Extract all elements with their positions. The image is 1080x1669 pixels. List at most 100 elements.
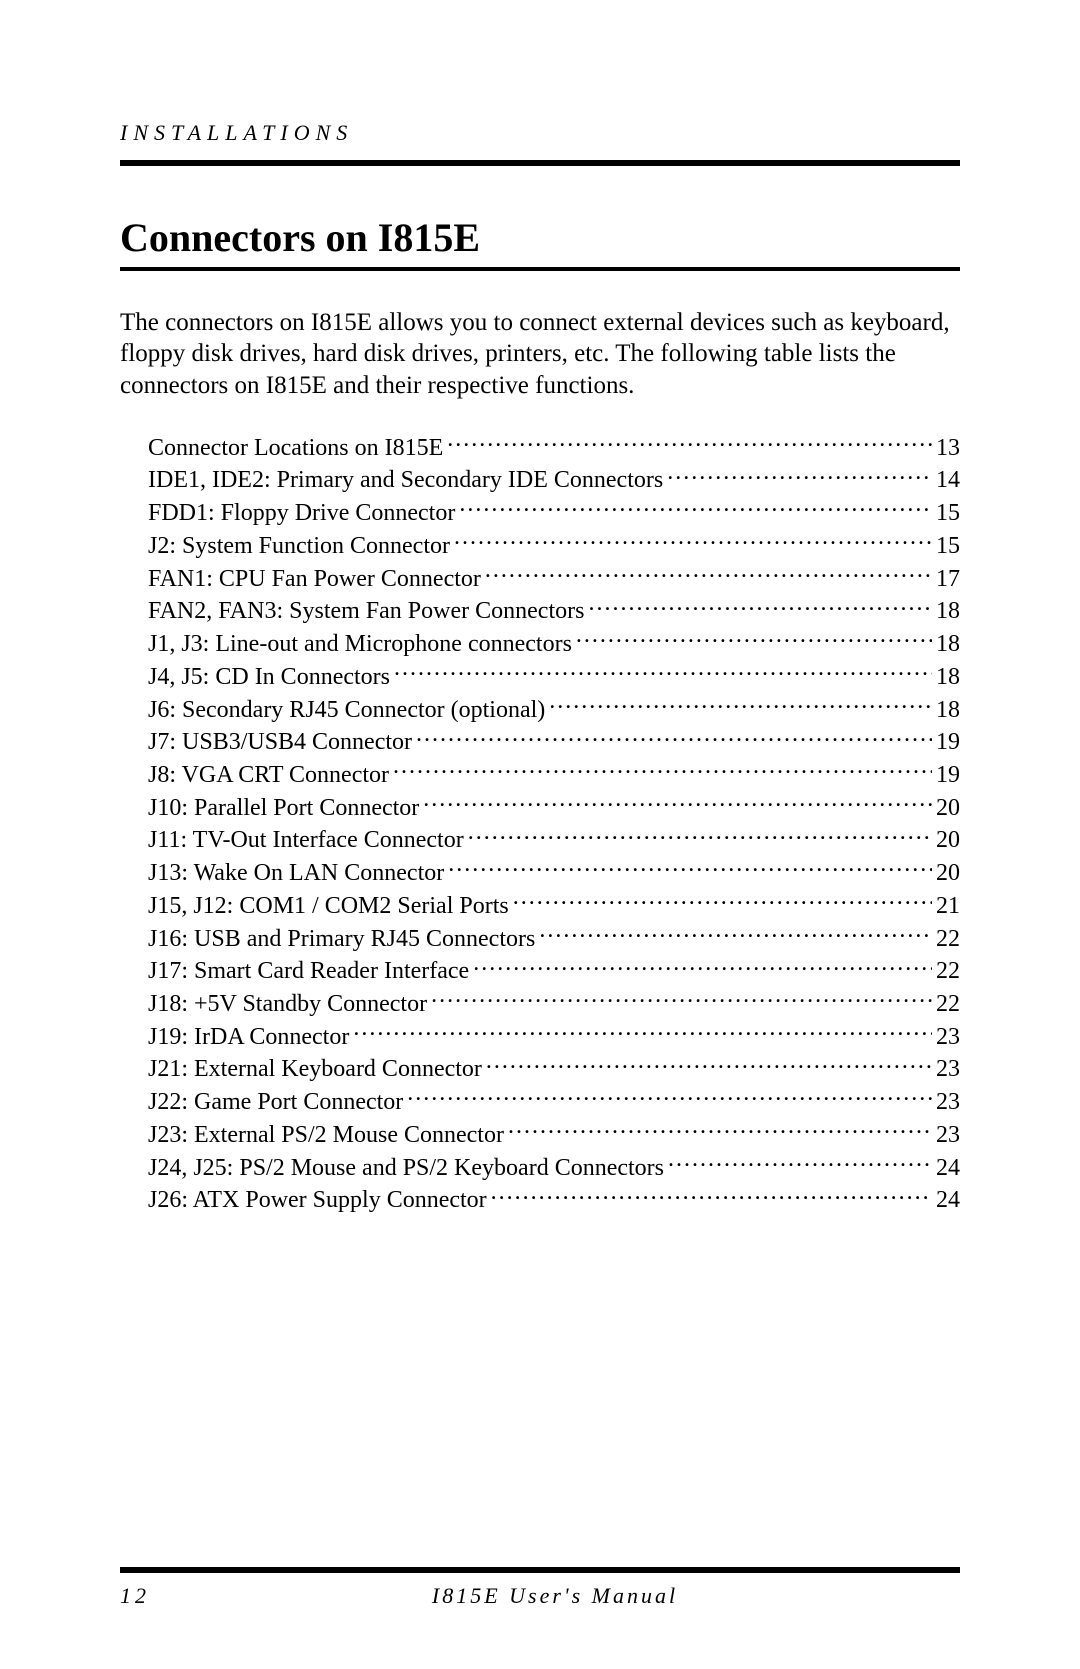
toc-leader-dots: [454, 529, 932, 553]
toc-entry: J21: External Keyboard Connector 23: [148, 1052, 960, 1085]
footer-rule: [120, 1567, 960, 1573]
toc-leader-dots: [491, 1183, 932, 1207]
toc-entry-label: FAN1: CPU Fan Power Connector: [148, 564, 481, 595]
manual-page: INSTALLATIONS Connectors on I815E The co…: [0, 0, 1080, 1669]
toc-entry-page: 18: [936, 629, 960, 660]
toc-entry-page: 23: [936, 1120, 960, 1151]
toc-entry-page: 15: [936, 498, 960, 529]
toc-entry-page: 17: [936, 564, 960, 595]
toc-entry-page: 23: [936, 1022, 960, 1053]
toc-leader-dots: [459, 496, 932, 520]
toc-entry-page: 14: [936, 465, 960, 496]
toc-entry-page: 22: [936, 956, 960, 987]
toc-entry-label: J18: +5V Standby Connector: [148, 989, 427, 1020]
toc-entry-page: 18: [936, 596, 960, 627]
spacer: [120, 1216, 960, 1567]
toc-entry: FDD1: Floppy Drive Connector 15: [148, 496, 960, 529]
toc-entry: J7: USB3/USB4 Connector 19: [148, 725, 960, 758]
toc-entry: J13: Wake On LAN Connector 20: [148, 856, 960, 889]
toc-entry: IDE1, IDE2: Primary and Secondary IDE Co…: [148, 463, 960, 496]
toc-leader-dots: [431, 987, 932, 1011]
toc-leader-dots: [448, 856, 932, 880]
toc-leader-dots: [486, 1052, 932, 1076]
intro-paragraph: The connectors on I815E allows you to co…: [120, 307, 960, 401]
footer-page-number: 12: [120, 1583, 150, 1609]
toc-leader-dots: [473, 954, 932, 978]
toc-entry: J19: IrDA Connector 23: [148, 1020, 960, 1053]
toc-entry-label: J1, J3: Line-out and Microphone connecto…: [148, 629, 572, 660]
toc-leader-dots: [668, 1151, 932, 1175]
toc-leader-dots: [407, 1085, 932, 1109]
toc-entry-page: 13: [936, 433, 960, 464]
toc-entry: FAN1: CPU Fan Power Connector 17: [148, 562, 960, 595]
toc-leader-dots: [549, 693, 932, 717]
toc-entry: J15, J12: COM1 / COM2 Serial Ports21: [148, 889, 960, 922]
toc-entry: J8: VGA CRT Connector 19: [148, 758, 960, 791]
toc-leader-dots: [423, 791, 932, 815]
toc-entry: J18: +5V Standby Connector 22: [148, 987, 960, 1020]
toc-entry: J10: Parallel Port Connector 20: [148, 791, 960, 824]
toc-entry-label: J8: VGA CRT Connector: [148, 760, 389, 791]
toc-entry-label: J6: Secondary RJ45 Connector (optional): [148, 695, 545, 726]
toc-entry: J2: System Function Connector 15: [148, 529, 960, 562]
toc-entry-label: J2: System Function Connector: [148, 531, 450, 562]
toc-entry-page: 19: [936, 760, 960, 791]
toc-leader-dots: [353, 1020, 932, 1044]
toc-leader-dots: [447, 431, 932, 455]
toc-entry-label: J15, J12: COM1 / COM2 Serial Ports: [148, 891, 509, 922]
toc-entry: Connector Locations on I815E 13: [148, 431, 960, 464]
toc-leader-dots: [539, 922, 932, 946]
toc-entry-page: 23: [936, 1087, 960, 1118]
toc-entry-page: 15: [936, 531, 960, 562]
toc-entry-label: J23: External PS/2 Mouse Connector: [148, 1120, 504, 1151]
toc-entry-label: J22: Game Port Connector: [148, 1087, 403, 1118]
toc-entry-label: Connector Locations on I815E: [148, 433, 443, 464]
section-title: Connectors on I815E: [120, 214, 960, 271]
running-head: INSTALLATIONS: [120, 120, 960, 166]
page-footer: 12 I815E User's Manual: [120, 1583, 960, 1609]
toc-entry: J1, J3: Line-out and Microphone connecto…: [148, 627, 960, 660]
toc-entry-label: J17: Smart Card Reader Interface: [148, 956, 469, 987]
toc-entry: J4, J5: CD In Connectors 18: [148, 660, 960, 693]
toc-entry-label: J13: Wake On LAN Connector: [148, 858, 444, 889]
toc-entry: J11: TV-Out Interface Connector20: [148, 823, 960, 856]
toc-leader-dots: [394, 660, 932, 684]
toc-entry: J22: Game Port Connector 23: [148, 1085, 960, 1118]
toc-leader-dots: [667, 463, 932, 487]
toc-entry: J23: External PS/2 Mouse Connector 23: [148, 1118, 960, 1151]
table-of-contents: Connector Locations on I815E 13 IDE1, IDE2…: [120, 431, 960, 1216]
toc-entry-page: 22: [936, 989, 960, 1020]
toc-leader-dots: [468, 823, 932, 847]
toc-entry: J26: ATX Power Supply Connector 24: [148, 1183, 960, 1216]
toc-entry-label: J4, J5: CD In Connectors: [148, 662, 390, 693]
toc-entry-page: 18: [936, 662, 960, 693]
toc-entry-page: 20: [936, 825, 960, 856]
toc-entry-page: 19: [936, 727, 960, 758]
toc-entry-page: 18: [936, 695, 960, 726]
toc-entry-label: FDD1: Floppy Drive Connector: [148, 498, 455, 529]
toc-leader-dots: [393, 758, 932, 782]
toc-leader-dots: [588, 594, 932, 618]
toc-entry: FAN2, FAN3: System Fan Power Connectors1…: [148, 594, 960, 627]
toc-entry: J6: Secondary RJ45 Connector (optional) 1…: [148, 693, 960, 726]
toc-entry-page: 20: [936, 793, 960, 824]
toc-entry-page: 24: [936, 1185, 960, 1216]
toc-leader-dots: [508, 1118, 932, 1142]
toc-entry-label: J19: IrDA Connector: [148, 1022, 349, 1053]
toc-leader-dots: [485, 562, 932, 586]
toc-entry-label: J24, J25: PS/2 Mouse and PS/2 Keyboard C…: [148, 1153, 664, 1184]
toc-entry: J17: Smart Card Reader Interface 22: [148, 954, 960, 987]
toc-leader-dots: [513, 889, 932, 913]
toc-entry-label: IDE1, IDE2: Primary and Secondary IDE Co…: [148, 465, 663, 496]
toc-entry-label: J7: USB3/USB4 Connector: [148, 727, 412, 758]
toc-leader-dots: [416, 725, 932, 749]
toc-entry-label: J10: Parallel Port Connector: [148, 793, 419, 824]
toc-entry-label: J26: ATX Power Supply Connector: [148, 1185, 487, 1216]
toc-entry-label: J21: External Keyboard Connector: [148, 1054, 482, 1085]
toc-entry: J16: USB and Primary RJ45 Connectors22: [148, 922, 960, 955]
toc-entry-page: 23: [936, 1054, 960, 1085]
footer-title: I815E User's Manual: [150, 1583, 960, 1609]
toc-entry: J24, J25: PS/2 Mouse and PS/2 Keyboard C…: [148, 1151, 960, 1184]
toc-entry-label: J16: USB and Primary RJ45 Connectors: [148, 924, 535, 955]
toc-entry-page: 20: [936, 858, 960, 889]
